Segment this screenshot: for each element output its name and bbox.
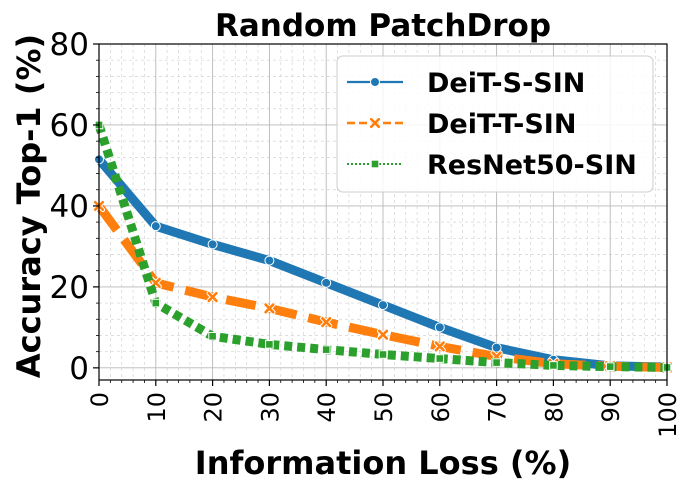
series-2 <box>94 120 672 372</box>
x-tick-label: 100 <box>654 392 682 438</box>
legend-label: DeiT-S-SIN <box>427 68 585 99</box>
x-axis-label: Information Loss (%) <box>195 444 571 482</box>
x-tick-label: 10 <box>143 392 171 423</box>
series-point-mark <box>207 291 218 303</box>
series-point <box>263 302 276 315</box>
x-tick-label: 20 <box>200 392 228 423</box>
y-tick-label: 60 <box>50 108 89 144</box>
x-tick-label: 30 <box>256 392 284 423</box>
x-tick-label: 0 <box>86 392 114 407</box>
series-point <box>151 298 161 308</box>
y-axis-label: Accuracy Top-1 (%) <box>10 34 48 378</box>
legend-label: DeiT-T-SIN <box>427 109 576 140</box>
series-point <box>370 159 380 169</box>
series-point-mark <box>434 341 445 352</box>
series-point <box>368 116 382 130</box>
series-point <box>376 328 390 341</box>
series-point-mark <box>264 303 275 314</box>
legend-box <box>336 55 654 193</box>
series-point <box>492 358 501 367</box>
series-point <box>433 340 446 353</box>
series-point <box>434 322 445 333</box>
x-tick-label: 90 <box>597 392 625 423</box>
x-tick-label: 40 <box>313 392 341 423</box>
series-point <box>208 331 217 341</box>
x-tick-label: 60 <box>427 392 455 423</box>
series-point <box>370 77 380 87</box>
y-tick-label: 40 <box>50 189 89 225</box>
series-line <box>94 123 668 372</box>
y-tick-label: 0 <box>69 351 89 387</box>
series-point <box>265 340 274 349</box>
series-point-mark <box>321 317 332 328</box>
series-point <box>435 354 445 363</box>
series-point-mark <box>377 329 389 340</box>
series-point <box>206 290 219 304</box>
legend-label: ResNet50-SIN <box>427 150 637 181</box>
axes: 0 10 20 30 40 50 60 70 80 90 100 0 20 40 60 80 <box>50 27 682 438</box>
series-point <box>378 300 388 311</box>
x-tick-label: 80 <box>540 392 568 423</box>
legend: DeiT-S-SIN DeiT-T-SIN ResNet50-SIN <box>336 55 654 193</box>
series-point <box>320 316 333 329</box>
series-point <box>549 361 558 370</box>
series-point <box>207 239 218 250</box>
series-point <box>264 255 275 266</box>
y-tick-label: 80 <box>50 27 89 63</box>
series-point <box>378 350 388 359</box>
x-tick-label: 70 <box>484 392 512 423</box>
series-point <box>605 362 615 371</box>
y-tick-label: 20 <box>50 270 89 306</box>
series-point <box>150 221 161 232</box>
series-point <box>321 345 331 354</box>
series-point-mark <box>369 117 381 129</box>
x-tick-label: 50 <box>370 392 398 423</box>
chart-title: Random PatchDrop <box>215 8 551 44</box>
series-point <box>321 277 332 288</box>
